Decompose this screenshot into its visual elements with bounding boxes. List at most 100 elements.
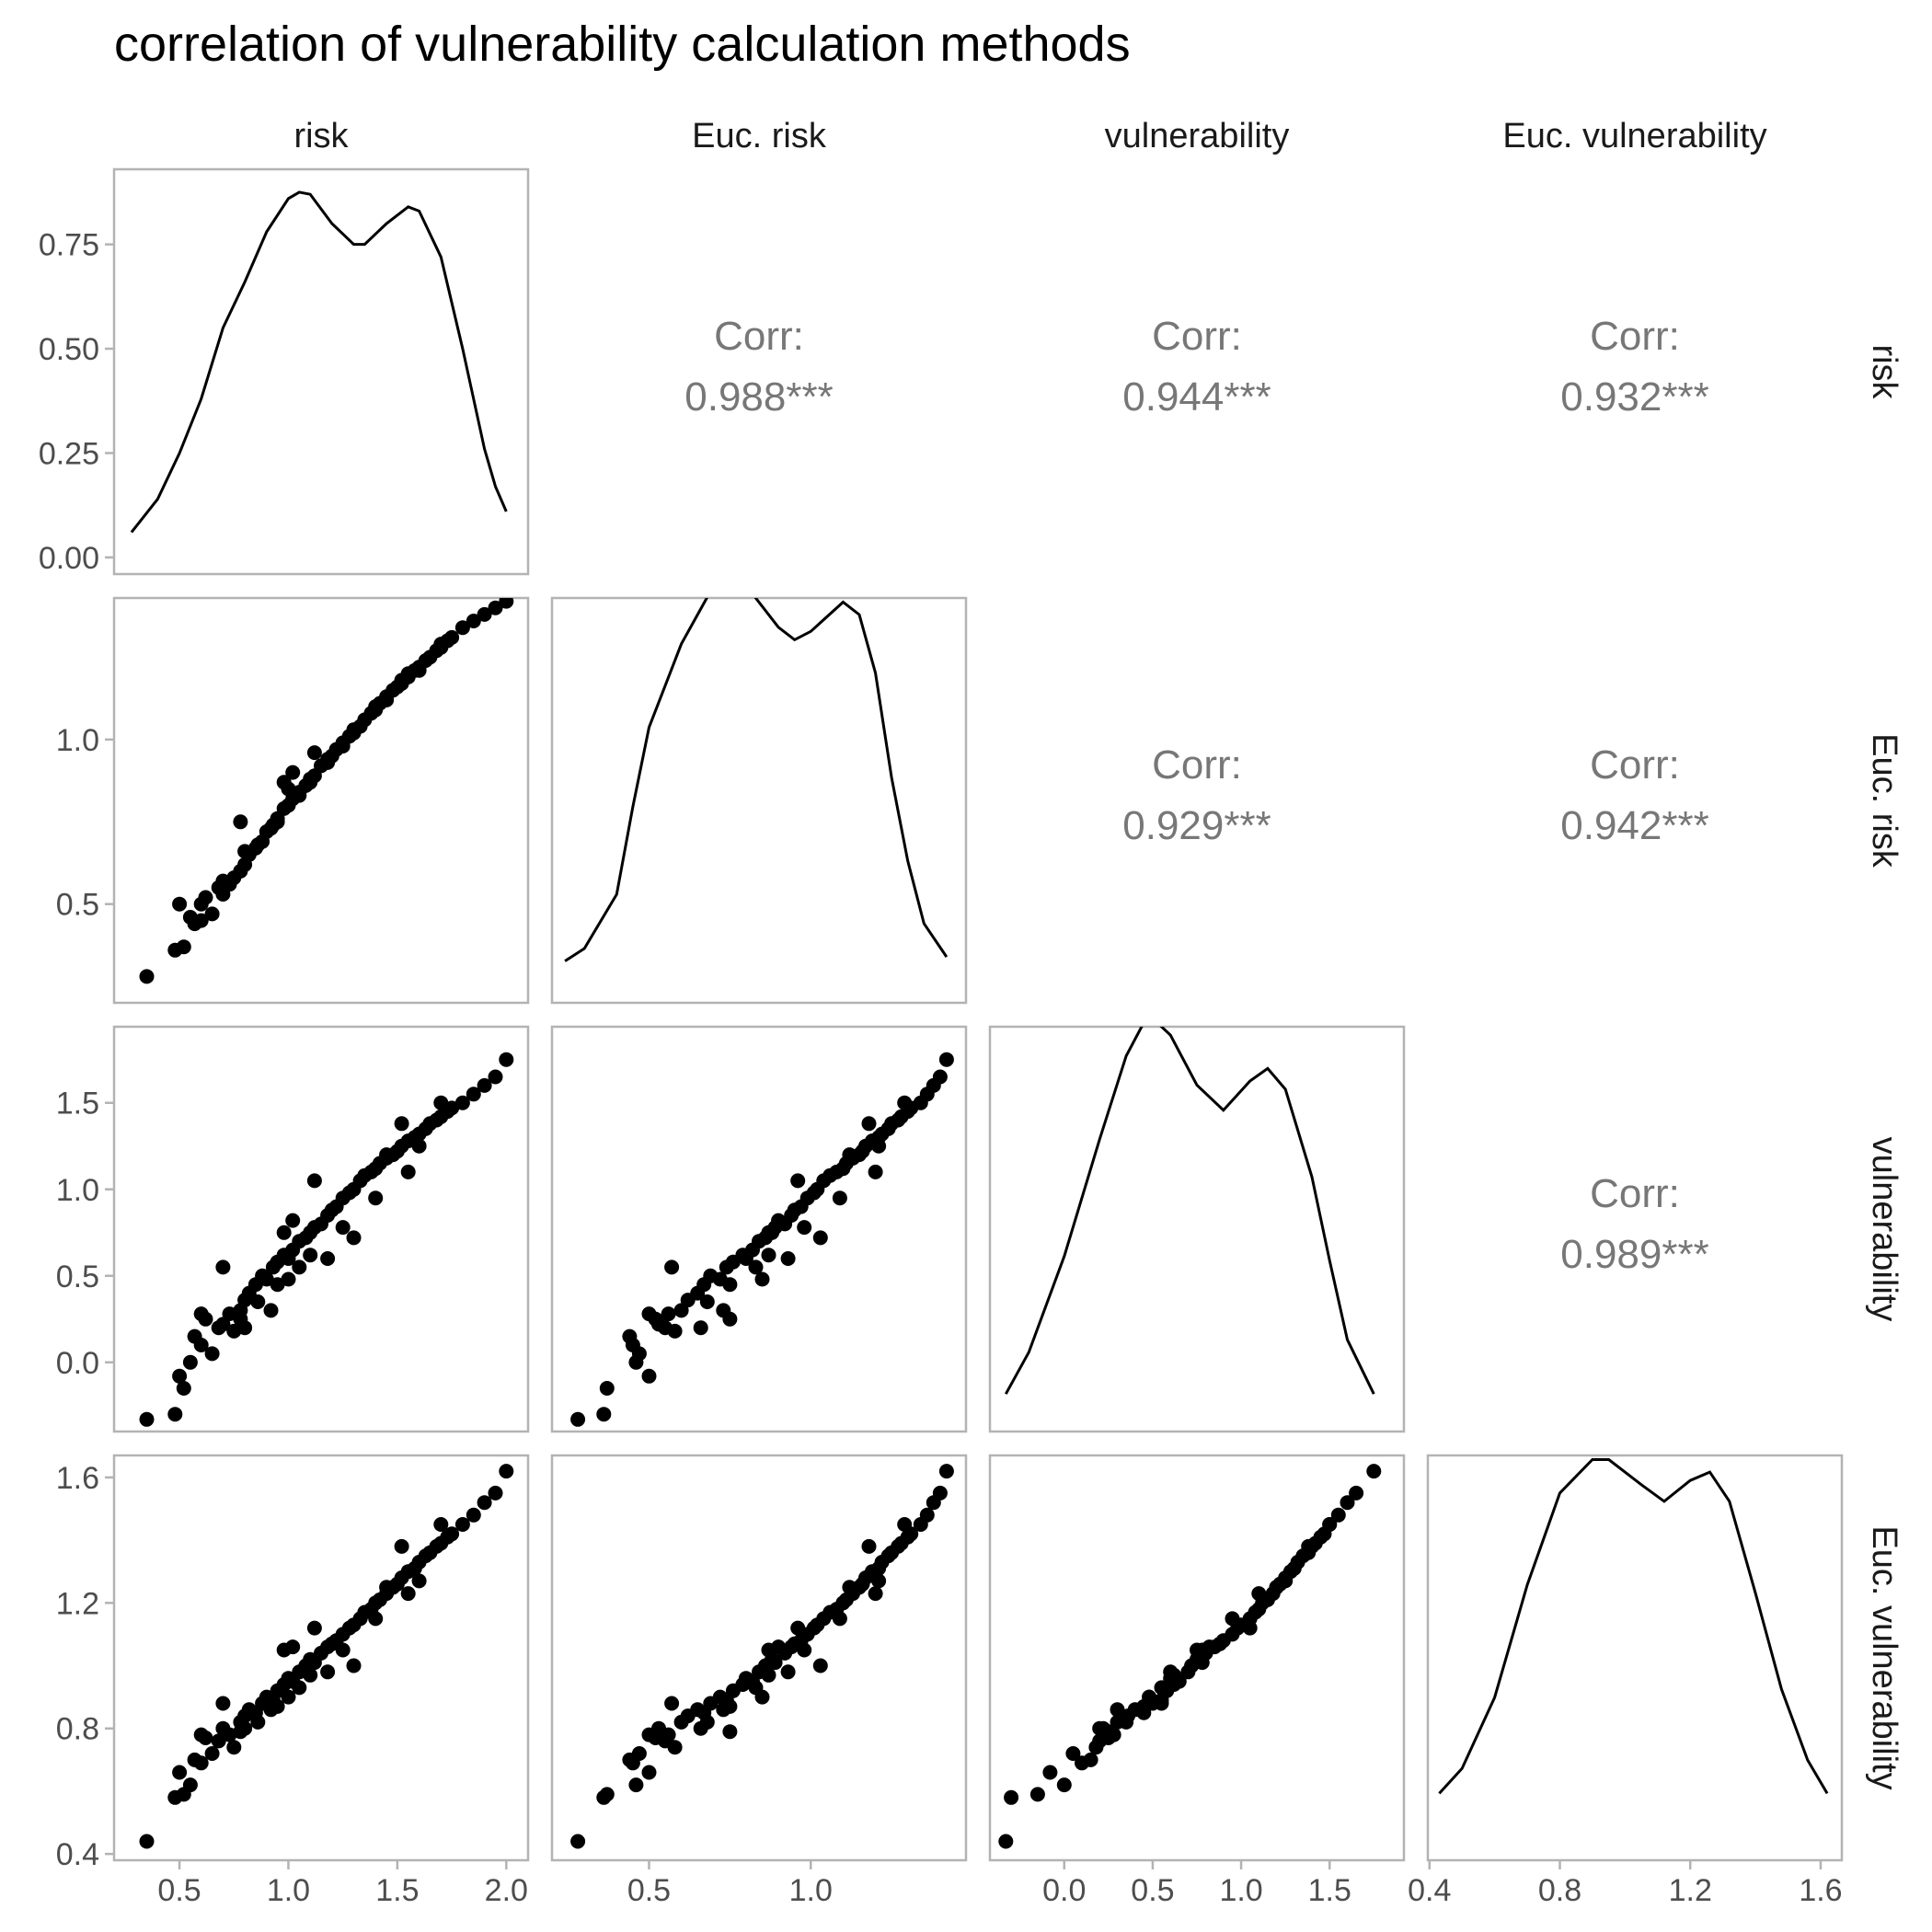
y-tick-label: 1.0 [56, 1173, 99, 1208]
scatter-point [1119, 1714, 1134, 1730]
x-tick-label: 0.5 [627, 1873, 671, 1908]
scatter-point [139, 1834, 155, 1849]
panel-euc-vulnerability-vs-vulnerability [988, 1454, 1406, 1862]
scatter-point [182, 1777, 198, 1793]
scatter-point [1106, 1727, 1121, 1742]
scatter-point [1330, 1507, 1346, 1523]
scatter-point [320, 1251, 336, 1266]
x-tick-label: 1.0 [1219, 1873, 1262, 1908]
scatter-point [664, 1259, 680, 1275]
scatter-point [182, 1354, 198, 1370]
scatter-point [394, 1538, 409, 1554]
scatter-point [861, 1538, 877, 1554]
scatter-point [139, 969, 155, 984]
scatter-point [1056, 1777, 1072, 1793]
scatter-point [628, 1777, 644, 1793]
scatter-point [1154, 1696, 1169, 1711]
scatter-point [871, 1138, 887, 1154]
scatter-point [797, 1642, 812, 1658]
scatter-point [693, 1720, 708, 1736]
scatter-point [204, 906, 220, 922]
panel-euc-risk-vs-euc-risk [550, 596, 968, 1005]
y-tick-label: 0.0 [56, 1346, 99, 1381]
scatter-point [193, 1727, 209, 1742]
column-label-euc-risk: Euc. risk [692, 117, 827, 155]
scatter-point [193, 1338, 209, 1352]
scatter-point [1110, 1702, 1125, 1718]
scatter-point [379, 1580, 395, 1595]
panel-border [112, 1454, 530, 1862]
y-tick-label: 0.4 [56, 1837, 99, 1872]
scatter-point [306, 745, 322, 761]
scatter-point [641, 1727, 657, 1742]
scatter-point [797, 1220, 812, 1236]
scatter-point [292, 788, 307, 803]
scatter-point [270, 1698, 285, 1714]
scatter-point [1242, 1620, 1258, 1636]
scatter-point [411, 1573, 427, 1589]
x-tick-label: 0.4 [1408, 1873, 1451, 1908]
y-tick-label: 0.5 [56, 888, 99, 923]
scatter-point [346, 1230, 362, 1246]
scatter-point [761, 1667, 776, 1683]
scatter-point [761, 1225, 776, 1240]
scatter-point [861, 1116, 877, 1132]
panel-border [550, 1025, 968, 1433]
scatter-point [237, 1320, 253, 1336]
scatter-point [596, 1407, 612, 1422]
scatter-point [176, 939, 191, 955]
scatter-point [477, 1077, 492, 1093]
scatter-point [842, 1147, 857, 1163]
panel-vulnerability-vs-risk [112, 1025, 530, 1433]
scatter-point [306, 1620, 322, 1636]
scatter-point [477, 606, 492, 622]
scatter-point [771, 1213, 787, 1228]
scatter-point [790, 1173, 806, 1189]
scatter-point [335, 739, 351, 753]
scatter-point [1029, 1787, 1045, 1802]
scatter-point [281, 1271, 296, 1287]
scatter-point [868, 1586, 883, 1602]
scatter-point [1184, 1658, 1200, 1673]
scatter-point [499, 598, 514, 609]
scatter-point [433, 637, 449, 652]
y-tick-label: 0.5 [56, 1259, 99, 1294]
scatter-point [270, 1277, 285, 1293]
scatter-point [250, 1714, 266, 1730]
scatter-point [1075, 1755, 1089, 1771]
scatter-point [722, 1724, 738, 1740]
corr-label: Corr: [1590, 742, 1680, 788]
scatter-point [263, 1303, 279, 1318]
scatter-point [172, 1765, 188, 1780]
scatter-point [172, 896, 188, 912]
scatter-point [1154, 1680, 1169, 1696]
scatter-point [233, 814, 248, 830]
scatter-point [1301, 1538, 1317, 1554]
scatter-point [1004, 1789, 1019, 1805]
scatter-point [661, 1306, 676, 1322]
scatter-point [790, 1620, 806, 1636]
scatter-point [303, 1667, 318, 1683]
scatter-point [394, 673, 409, 688]
scatter-point [379, 1147, 395, 1163]
scatter-point [667, 1323, 683, 1339]
panel-grid: risk Euc. risk vulnerability Euc. vulnerabi… [39, 117, 1903, 1908]
scatter-point [211, 1733, 226, 1749]
scatter-point [285, 1639, 301, 1655]
scatter-point [651, 1317, 666, 1332]
scatter-point [1322, 1517, 1338, 1532]
panel-border [550, 1454, 968, 1862]
scatter-point [285, 765, 301, 780]
scatter-point [1251, 1586, 1267, 1602]
scatter-point [215, 1696, 231, 1711]
scatter-point [303, 775, 318, 790]
scatter-point [346, 722, 362, 738]
panel-border [550, 596, 968, 1005]
scatter-point [599, 1381, 615, 1396]
corr-label: Corr: [1590, 1171, 1680, 1216]
scatter-point [176, 1381, 191, 1396]
scatter-point [1042, 1765, 1058, 1780]
scatter-point [433, 1095, 449, 1110]
scatter-point [411, 662, 427, 678]
scatter-point [842, 1580, 857, 1595]
